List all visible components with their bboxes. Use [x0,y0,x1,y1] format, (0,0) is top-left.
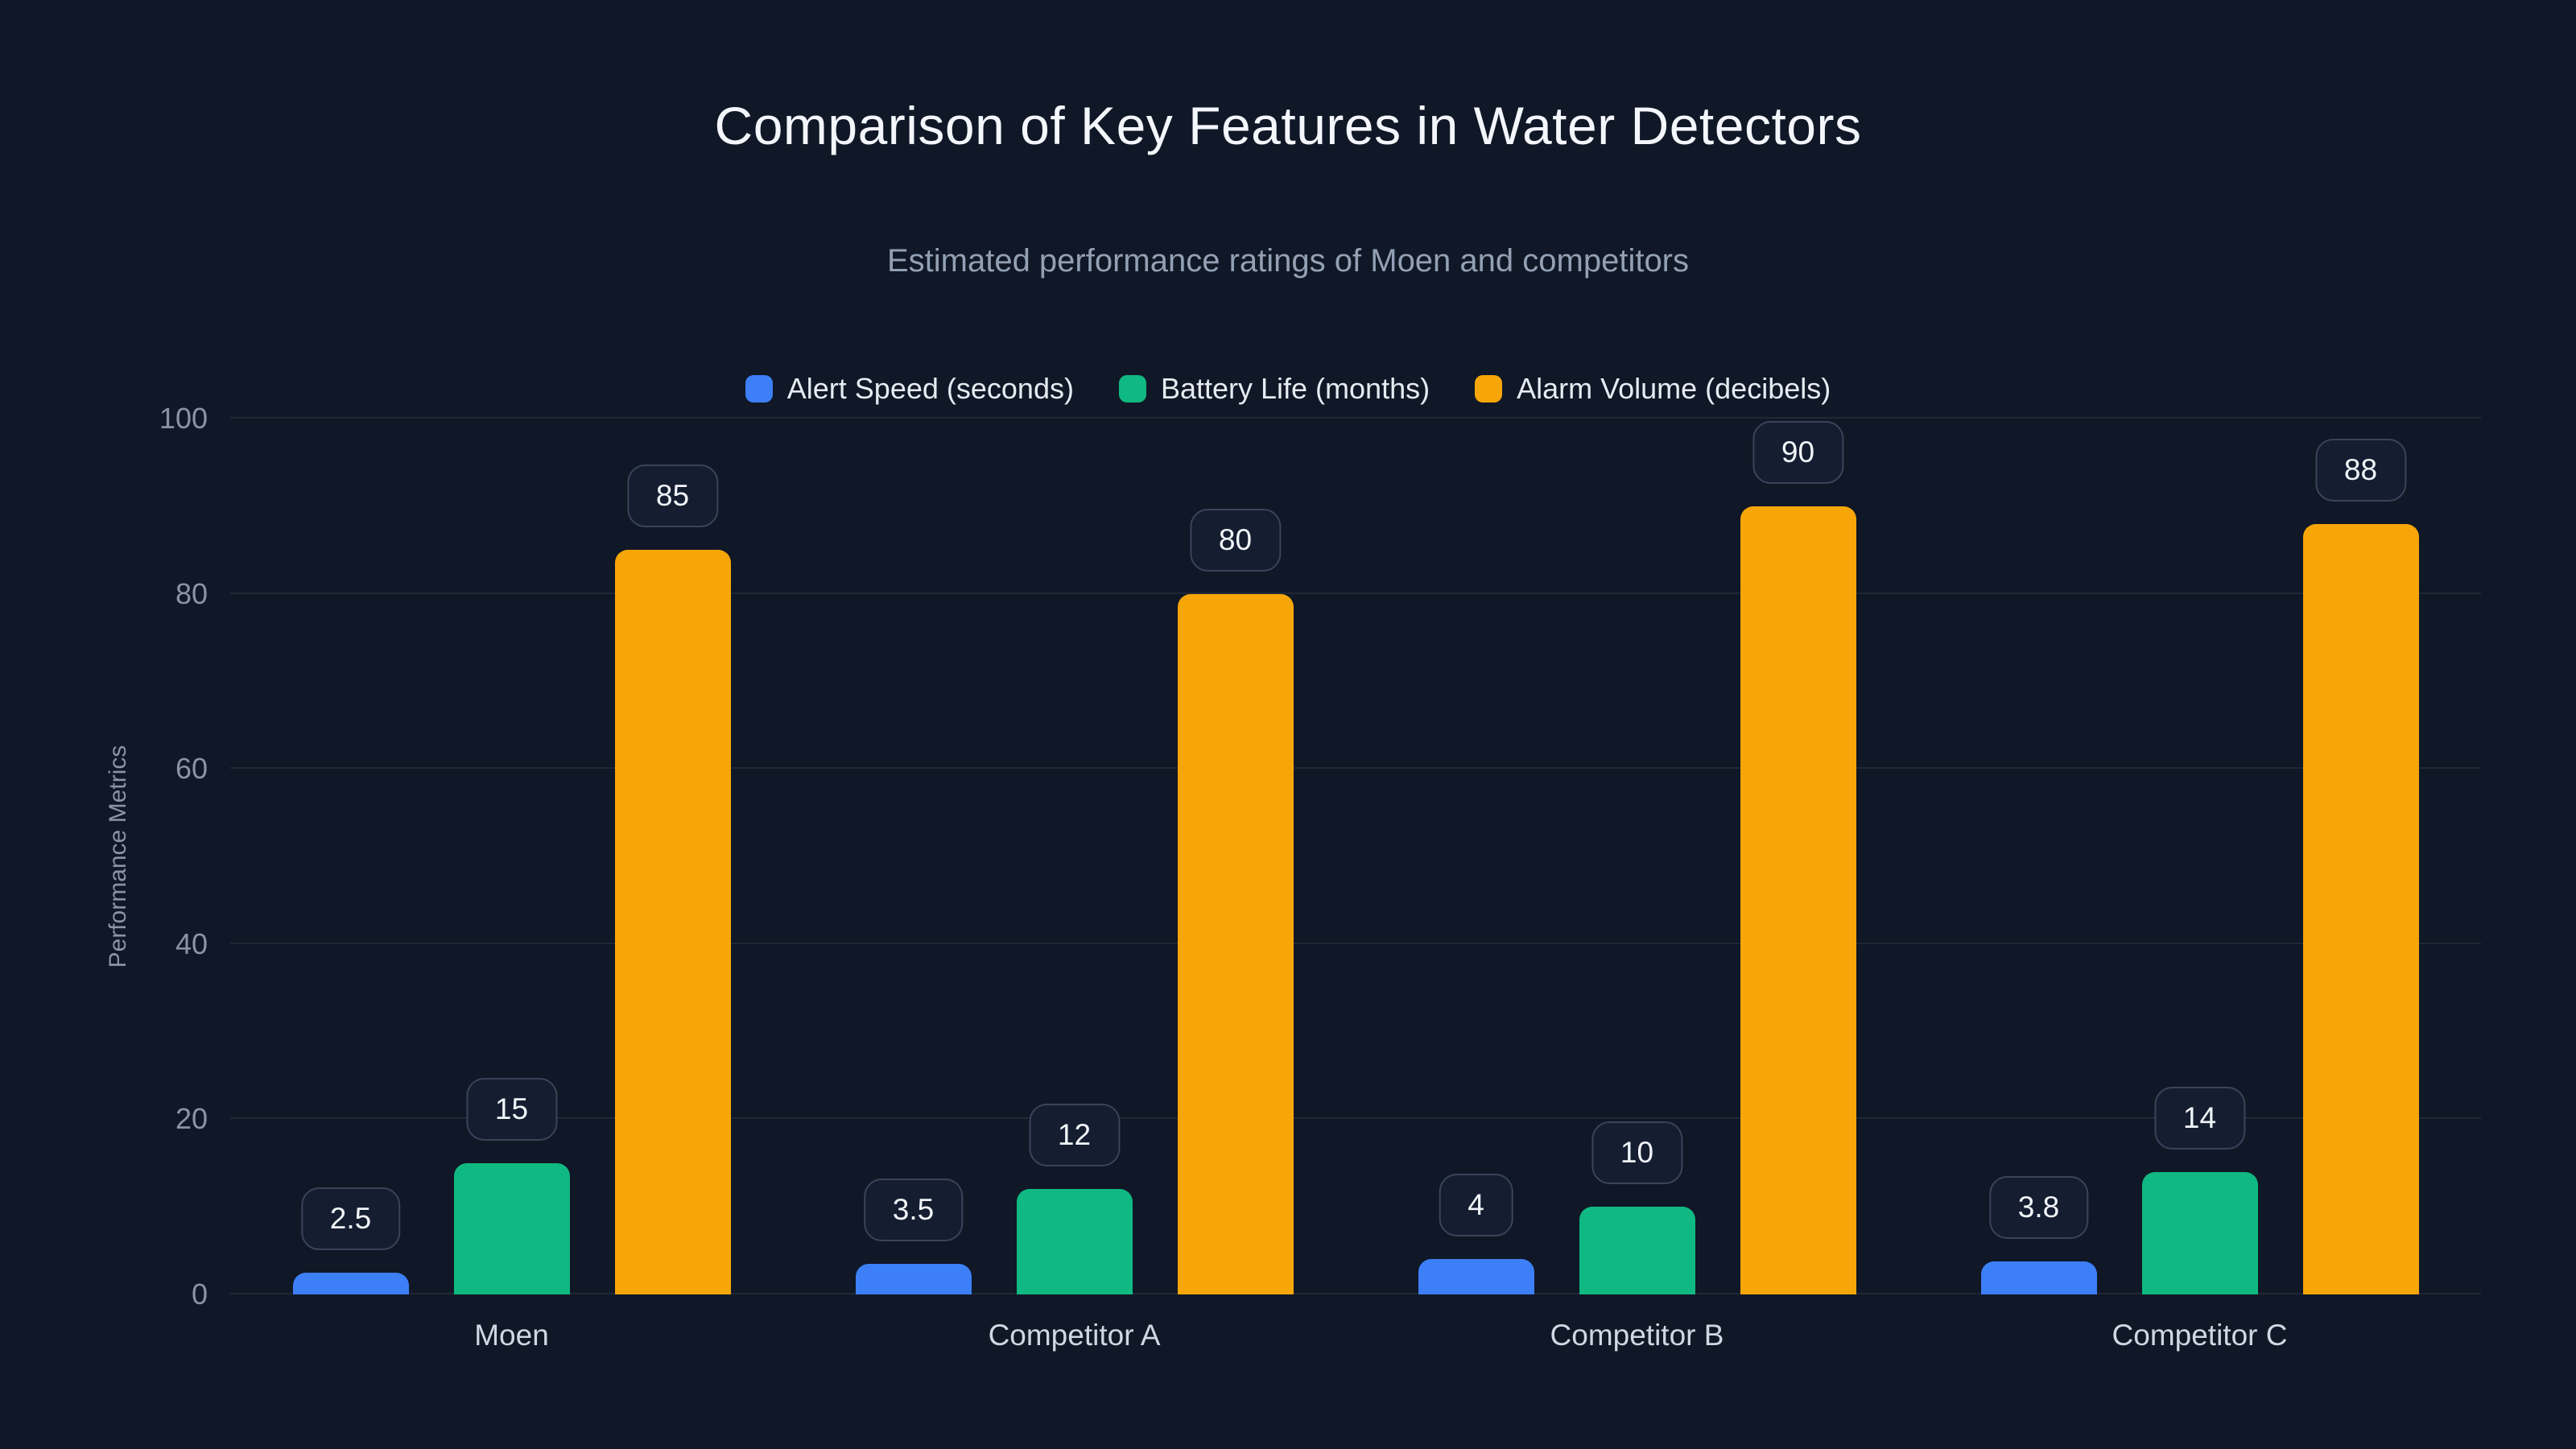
bar-group: 3.8 14 88 [1918,419,2481,1294]
bar: 80 [1177,508,1294,1294]
y-axis-title: Performance Metrics [105,745,131,968]
bar-fill [1418,1259,1534,1294]
bar-fill [1177,593,1294,1294]
legend-label: Battery Life (months) [1160,372,1430,405]
bar: 12 [1016,1104,1133,1294]
y-tick-label: 100 [159,402,208,435]
chart-subtitle: Estimated performance ratings of Moen an… [886,243,1690,279]
value-label: 88 [2314,438,2407,502]
gridline: 0 [192,1278,2481,1311]
value-label: 90 [1752,420,1844,484]
bar: 15 [453,1077,570,1294]
value-label: 3.5 [863,1178,964,1241]
value-label: 2.5 [300,1187,401,1250]
x-category-label: Competitor B [1550,1319,1724,1352]
bar-fill [453,1162,570,1294]
value-label: 10 [1591,1121,1683,1185]
legend-swatch [1475,375,1503,402]
chart-title: Comparison of Key Features in Water Dete… [714,96,1862,155]
legend-swatch [745,375,773,402]
y-tick-label: 80 [175,576,208,610]
y-tick-label: 40 [175,927,208,960]
x-axis-labels: Moen Competitor A Competitor B Competitor C [230,1319,2481,1352]
bar-group: 3.5 12 80 [793,419,1356,1294]
legend-item: Alert Speed (seconds) [745,372,1074,406]
bar-fill [292,1272,409,1294]
x-category-label: Competitor A [988,1319,1161,1352]
bar-fill [1740,506,1856,1294]
x-category-label: Moen [474,1319,549,1352]
bar-fill [2302,523,2419,1294]
x-category-label: Competitor C [2112,1319,2288,1352]
legend-swatch [1118,375,1146,402]
bar-fill [1980,1261,2097,1294]
bar-group: 4 10 90 [1356,419,1918,1294]
y-tick-label: 0 [191,1278,208,1311]
gridline: 100 [159,402,2481,435]
legend-item: Battery Life (months) [1118,372,1430,406]
gridline: 20 [175,1102,2481,1135]
gridline: 40 [175,927,2481,960]
bar: 3.8 [1980,1175,2097,1294]
bar-fill [614,550,731,1294]
value-label: 3.8 [1988,1175,2089,1239]
bar: 10 [1579,1121,1695,1294]
value-label: 15 [465,1077,558,1141]
legend-label: Alarm Volume (decibels) [1517,372,1831,405]
bar-fill [2141,1171,2258,1294]
value-label: 12 [1028,1104,1121,1167]
bar-group: 2.5 15 85 [230,419,793,1294]
value-label: 80 [1189,508,1282,572]
value-label: 4 [1439,1174,1513,1237]
bar-fill [1579,1207,1695,1294]
legend-item: Alarm Volume (decibels) [1475,372,1831,406]
bar-fill [855,1263,972,1294]
y-tick-label: 60 [175,752,208,786]
bar: 3.5 [855,1178,972,1294]
gridline: 80 [175,577,2481,610]
bar: 14 [2141,1086,2258,1294]
bar: 2.5 [292,1187,409,1294]
bar: 88 [2302,438,2419,1294]
value-label: 14 [2153,1086,2246,1150]
bar-fill [1016,1189,1133,1294]
bar: 85 [614,464,731,1294]
value-label: 85 [626,464,719,528]
legend: Alert Speed (seconds) Battery Life (month… [0,372,2576,406]
plot-area: 0 20 40 60 80 100 2.5 15 85 3.5 12 80 4 10 90 3.8 14 88 [159,402,2481,1311]
legend-label: Alert Speed (seconds) [786,372,1074,405]
bar: 4 [1418,1174,1534,1294]
bar: 90 [1740,420,1856,1294]
bars-layer: 2.5 15 85 3.5 12 80 4 10 90 3.8 14 88 [230,419,2481,1294]
gridline: 60 [175,752,2481,785]
y-tick-label: 20 [175,1102,208,1136]
